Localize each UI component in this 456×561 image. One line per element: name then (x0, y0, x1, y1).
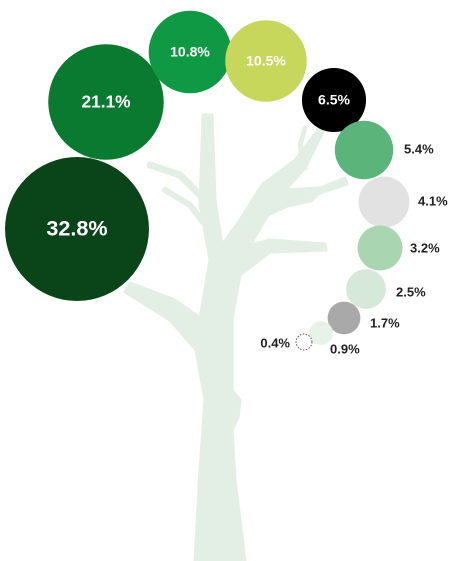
value-label: 21.1% (81, 92, 130, 112)
bubble (357, 225, 403, 271)
bubble (225, 20, 307, 102)
bubble (148, 10, 232, 94)
bubble (309, 321, 333, 345)
bubble (295, 333, 313, 351)
bubble (327, 301, 361, 335)
value-label: 0.4% (260, 335, 290, 350)
value-label: 6.5% (318, 92, 350, 108)
bubble (358, 176, 410, 228)
tree (123, 113, 349, 561)
value-label: 10.8% (170, 44, 210, 60)
value-label: 32.8% (46, 216, 107, 241)
value-label: 5.4% (404, 141, 434, 156)
bubble (346, 269, 386, 309)
bubble (301, 67, 367, 133)
value-label: 1.7% (370, 315, 400, 330)
bubble (334, 120, 394, 180)
value-label: 3.2% (410, 240, 440, 255)
value-label: 2.5% (396, 284, 426, 299)
bubble (48, 44, 164, 160)
value-label: 10.5% (246, 53, 286, 69)
value-label: 4.1% (418, 193, 448, 208)
bubble (5, 157, 149, 301)
value-label: 0.9% (330, 341, 360, 356)
